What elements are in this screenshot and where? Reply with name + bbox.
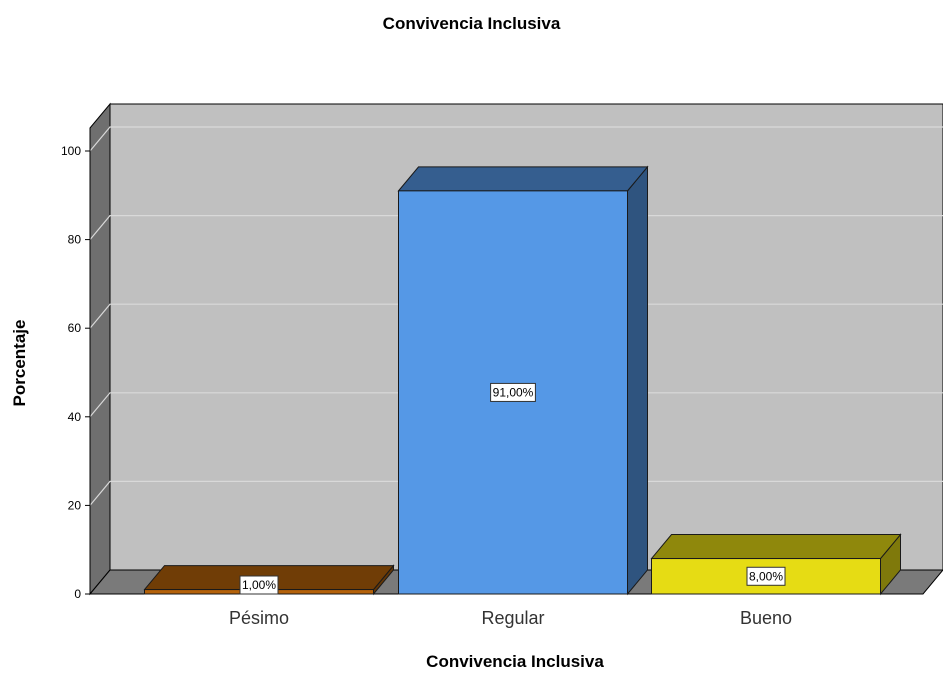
gridline	[89, 126, 943, 152]
bar-side	[627, 165, 648, 596]
gridline	[89, 392, 943, 418]
bar-1	[397, 165, 649, 596]
gridline	[89, 215, 943, 240]
x-tick-label: Regular	[481, 608, 544, 628]
y-tick-label: 0	[74, 587, 81, 601]
data-label-box	[490, 382, 536, 402]
data-label-box	[746, 566, 786, 586]
x-tick-label: Bueno	[740, 608, 792, 628]
side-wall	[89, 102, 111, 596]
y-tick-label: 40	[68, 410, 82, 424]
data-label: 1,00%	[242, 578, 276, 592]
data-label-box	[239, 575, 279, 595]
y-tick-label: 20	[68, 498, 82, 512]
gridline	[89, 303, 943, 329]
x-tick-label: Pésimo	[229, 608, 289, 628]
y-tick-label: 100	[61, 144, 81, 158]
gridline	[89, 480, 943, 506]
bar-top	[397, 166, 649, 192]
y-tick-label: 80	[68, 233, 82, 247]
bar-top	[650, 534, 902, 560]
y-tick-label: 60	[68, 321, 82, 335]
x-axis-title: Convivencia Inclusiva	[426, 652, 604, 671]
data-label: 8,00%	[749, 569, 783, 583]
data-label: 91,00%	[493, 385, 534, 399]
chart-title: Convivencia Inclusiva	[382, 14, 561, 33]
